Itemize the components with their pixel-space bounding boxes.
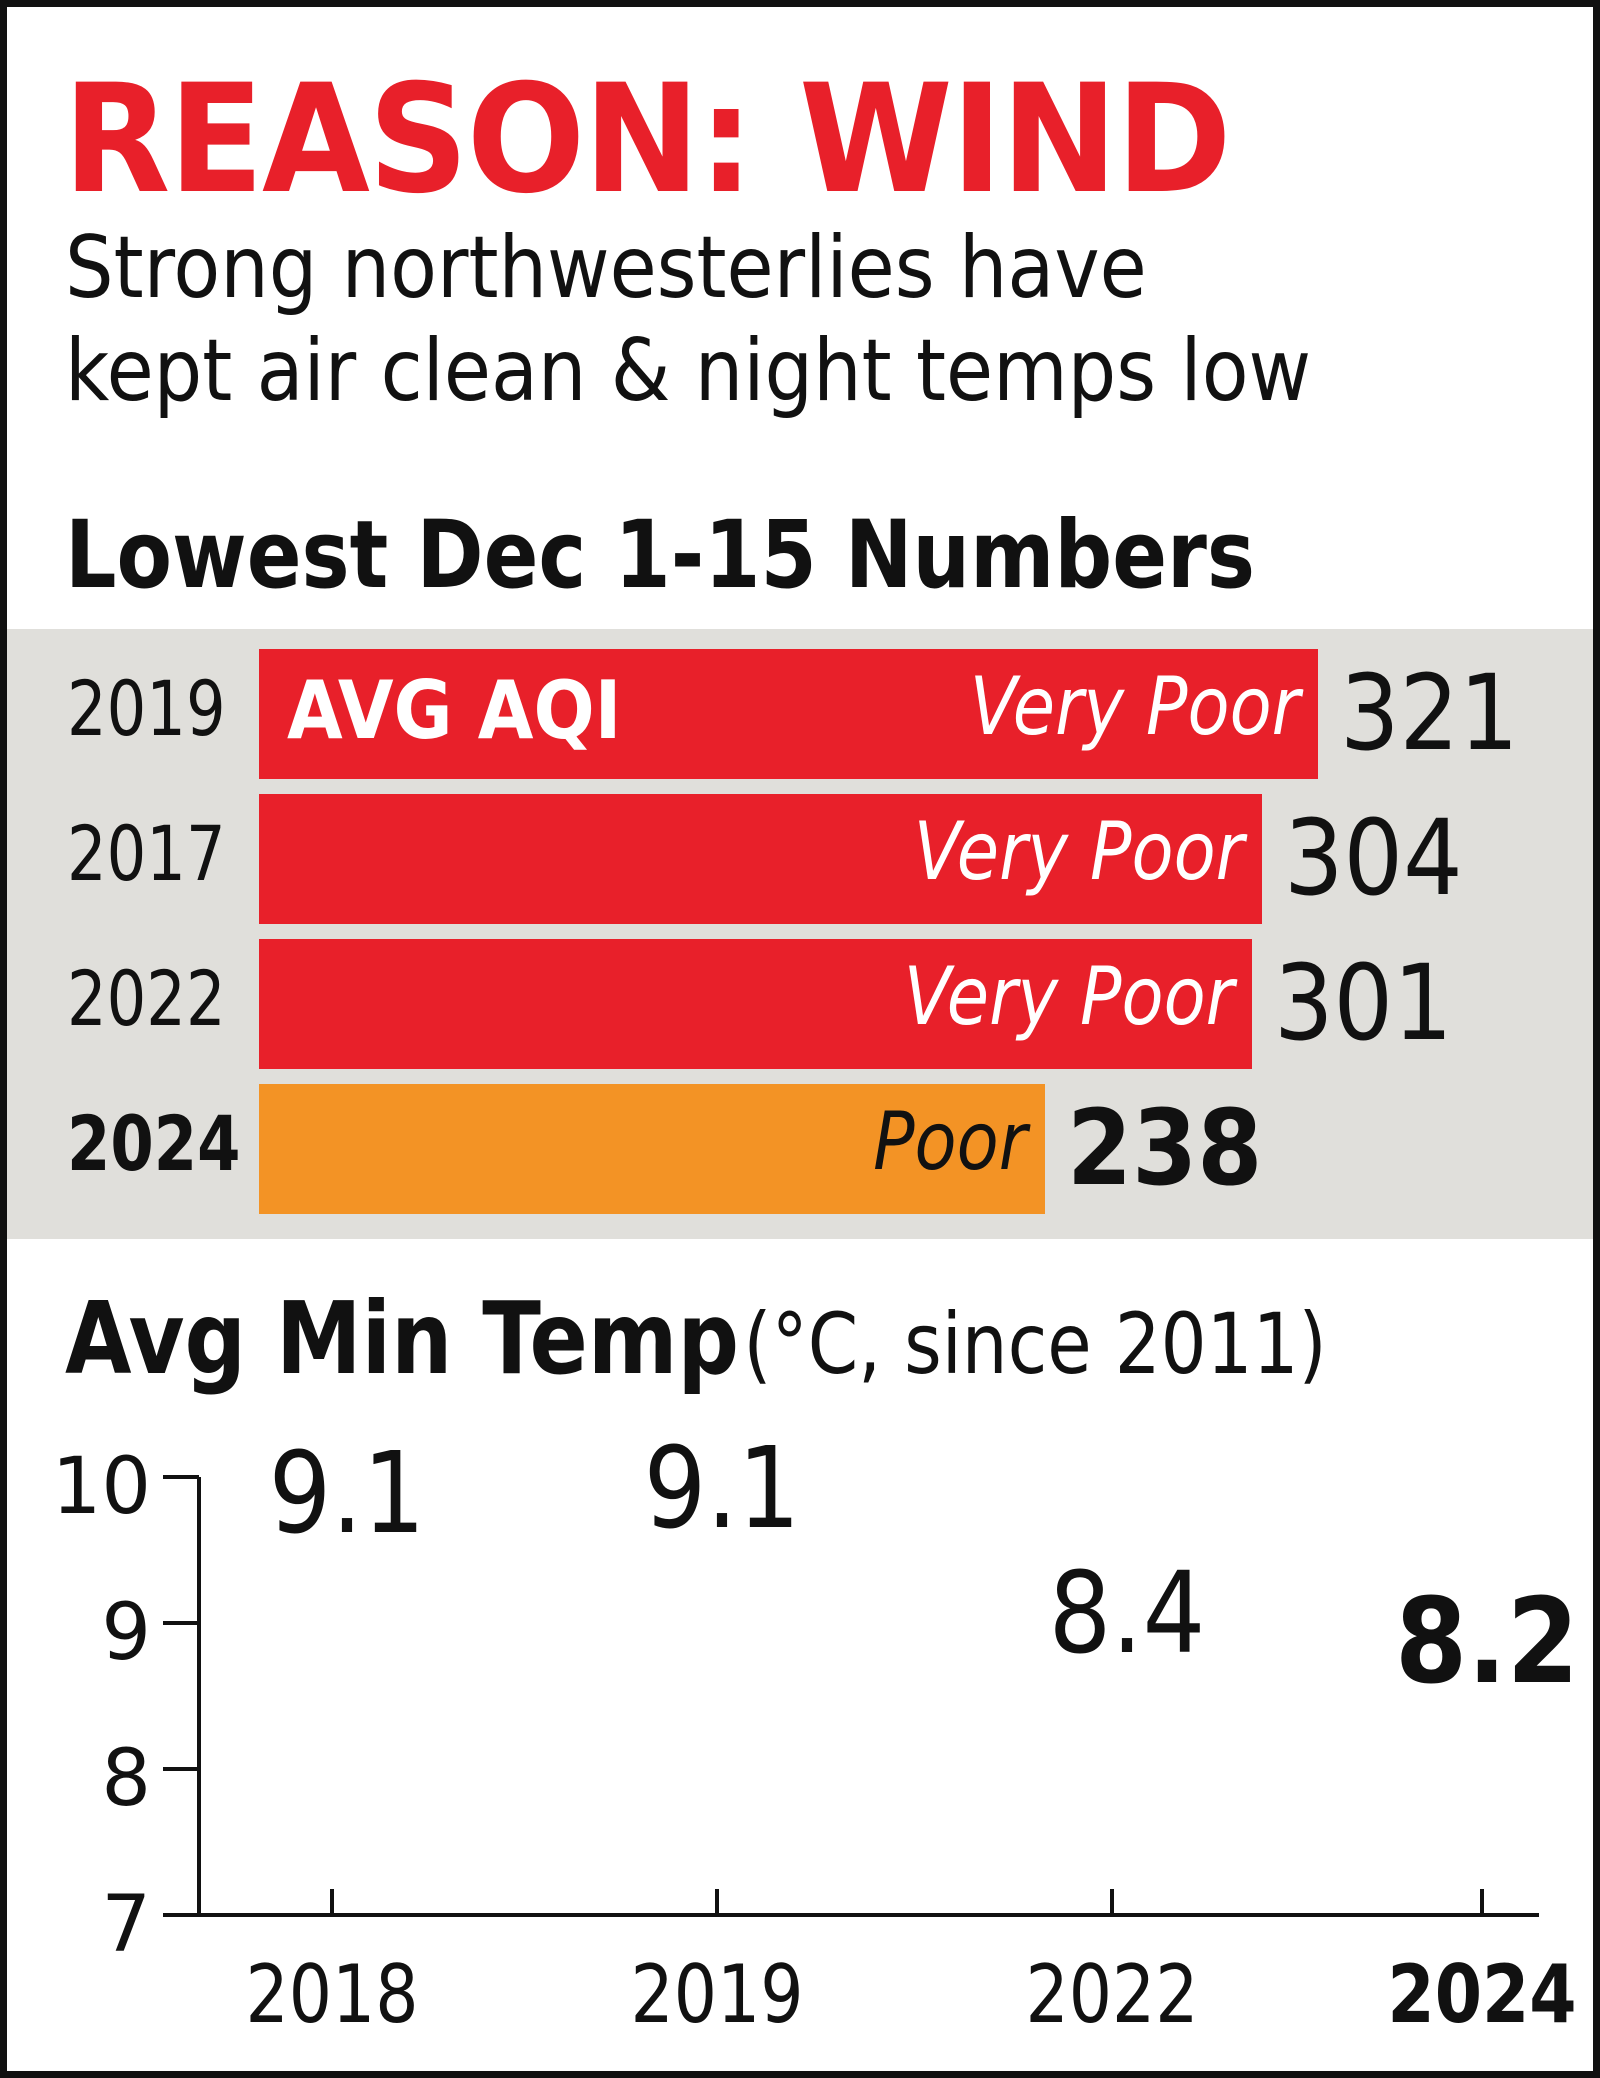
y-tick-label: 9 [101,1588,151,1678]
aqi-year-label: 2017 [67,809,226,898]
aqi-value-label: 301 [1274,942,1453,1064]
temp-value-label: 8.4 [1049,1548,1206,1679]
aqi-chart-title: Lowest Dec 1-15 Numbers [65,501,1256,610]
aqi-bar: Poor [259,1084,1045,1214]
aqi-row-2019: 2019 AVG AQI Very Poor 321 [7,649,1593,779]
aqi-bar: AVG AQI Very Poor [259,649,1318,779]
temp-value-label: 9.1 [269,1428,426,1559]
aqi-bar: Very Poor [259,794,1262,924]
x-tick-label: 2022 [1025,1948,1198,2042]
aqi-value-label: 321 [1340,652,1519,774]
subhead-line-1: Strong northwesterlies have [65,218,1147,318]
temp-chart-title-main: Avg Min Temp [65,1280,740,1397]
aqi-year-label: 2022 [67,954,226,1043]
temp-chart-title: Avg Min Temp (°C, since 2011) [65,1289,1327,1389]
aqi-year-label: 2024 [67,1099,241,1188]
aqi-category-label: Very Poor [903,950,1234,1043]
temp-chart-title-unit: (°C, since 2011) [743,1295,1327,1393]
headline: REASON: WIND [63,53,1232,227]
y-tick-label: 8 [101,1734,151,1824]
aqi-category-label: Very Poor [969,660,1300,753]
aqi-category-label: Poor [873,1095,1027,1188]
aqi-value-label: 304 [1284,797,1463,919]
x-tick-label: 2019 [630,1948,803,2042]
x-tick-label: 2018 [245,1948,418,2042]
aqi-row-2017: 2017 Very Poor 304 [7,794,1593,924]
x-tick-label: 2024 [1387,1948,1576,2042]
temp-value-label: 8.2 [1395,1574,1579,1711]
aqi-year-label: 2019 [67,664,226,753]
temp-value-label: 9.1 [644,1423,801,1554]
aqi-value-label: 238 [1067,1087,1263,1209]
aqi-row-2024: 2024 Poor 238 [7,1084,1593,1214]
subhead-line-2: kept air clean & night temps low [65,321,1312,422]
aqi-bar: Very Poor [259,939,1252,1069]
y-tick-label: 10 [52,1442,151,1532]
temp-line-chart: 10 9 8 7 2018 2019 2022 2024 9.1 9.1 8.4 8.2 [52,1423,1579,2042]
subhead: Strong northwesterlies have kept air cle… [65,217,1311,423]
aqi-series-label: AVG AQI [287,664,622,757]
aqi-bar-chart: 2019 AVG AQI Very Poor 321 2017 Very Poor 304 2… [7,629,1593,1239]
y-tick-label: 7 [101,1880,151,1970]
aqi-row-2022: 2022 Very Poor 301 [7,939,1593,1069]
aqi-category-label: Very Poor [913,805,1244,898]
